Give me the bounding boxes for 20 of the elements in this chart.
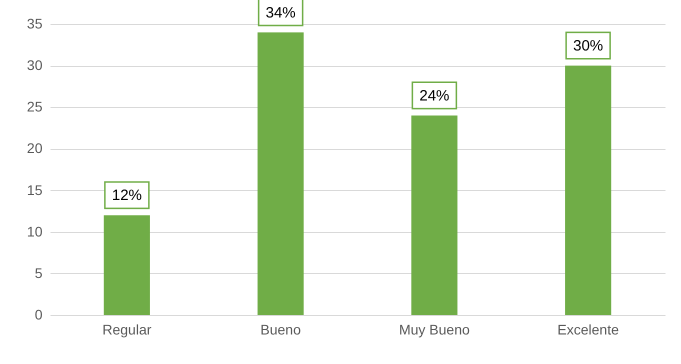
x-tick-label: Muy Bueno xyxy=(398,322,470,338)
data-label: 30% xyxy=(573,38,604,55)
data-label: 24% xyxy=(419,87,450,104)
y-tick-label: 10 xyxy=(26,223,43,240)
data-label: 12% xyxy=(112,187,142,204)
y-tick-label: 20 xyxy=(26,140,43,156)
data-label: 34% xyxy=(266,4,296,22)
y-tick-label: 5 xyxy=(34,264,43,281)
bar xyxy=(258,32,304,315)
x-tick-label: Excelente xyxy=(557,322,620,338)
y-tick-label: 0 xyxy=(34,306,43,322)
x-tick-label: Regular xyxy=(102,322,152,338)
y-tick-label: 35 xyxy=(26,16,43,32)
x-tick-label: Bueno xyxy=(260,322,302,338)
y-tick-label: 30 xyxy=(26,57,43,74)
y-tick-label: 25 xyxy=(26,98,43,115)
bar xyxy=(565,66,612,315)
y-tick-label: 15 xyxy=(26,182,43,198)
bar xyxy=(104,215,150,315)
bar xyxy=(411,115,458,315)
